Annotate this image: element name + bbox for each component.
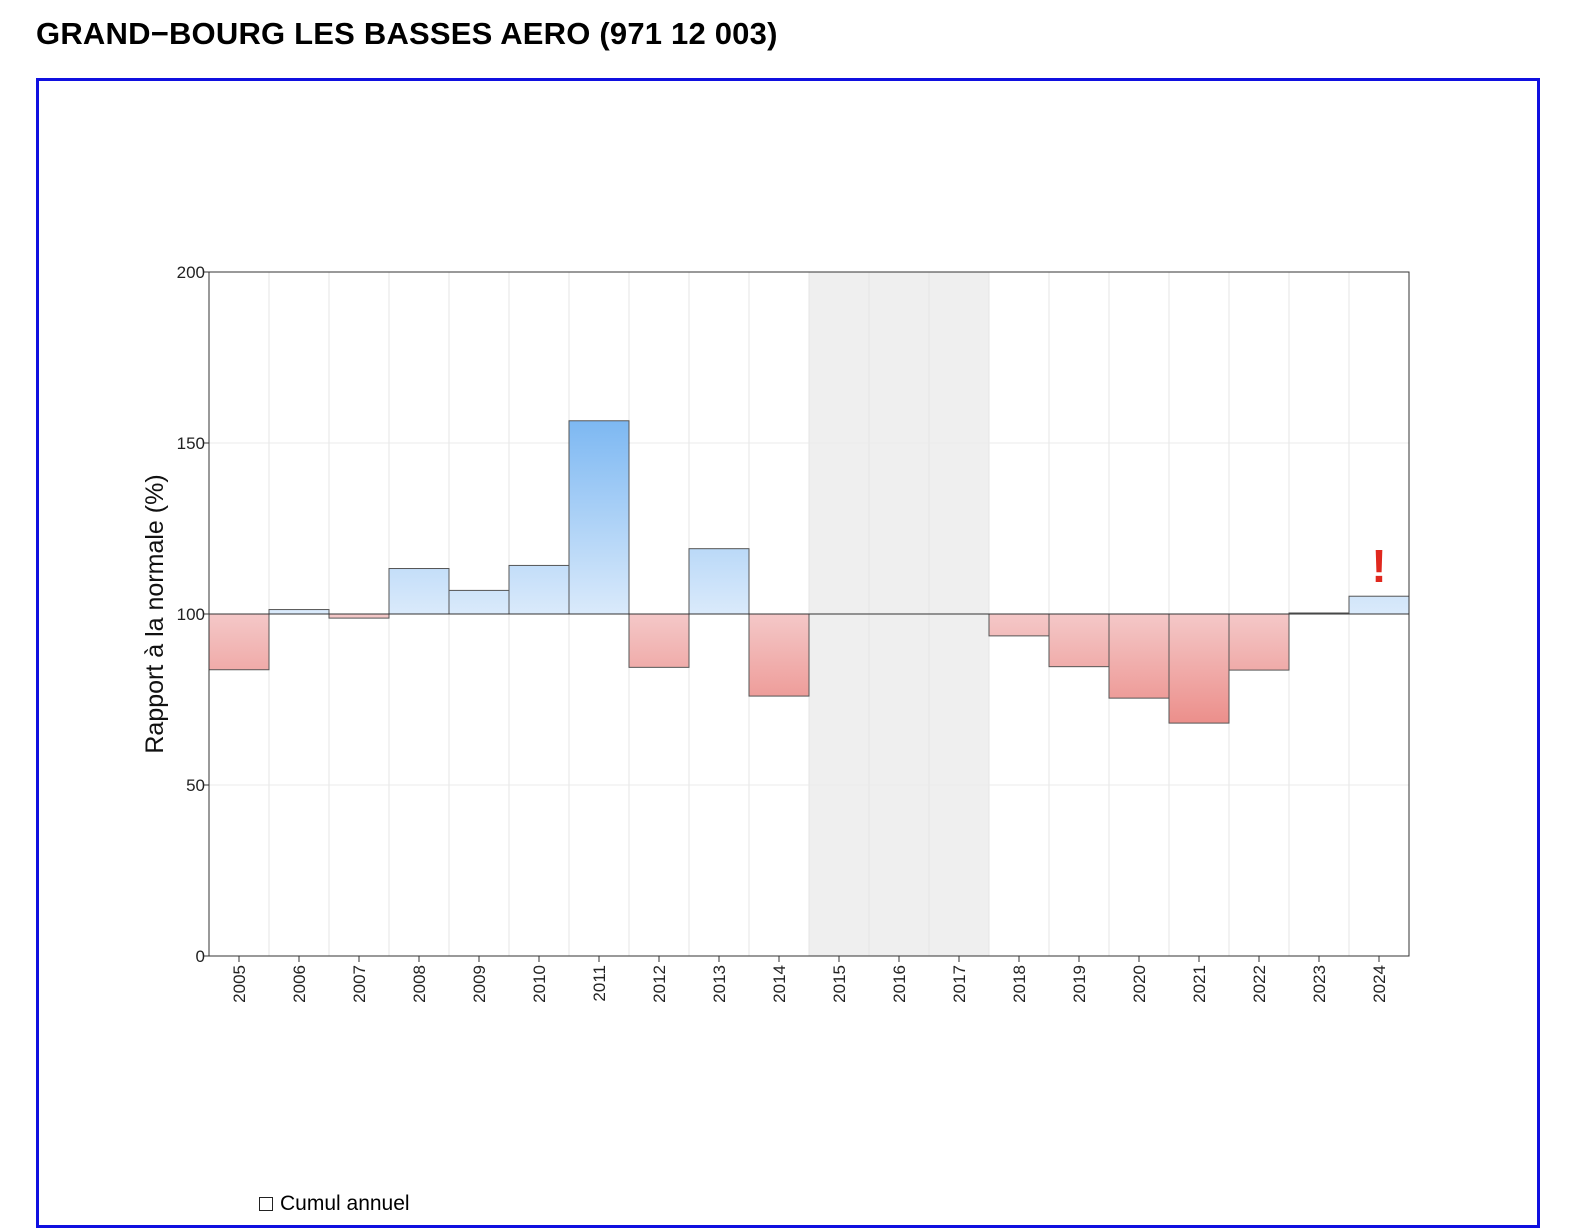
bar-2009 (448, 589, 510, 615)
bar-2014 (748, 613, 810, 697)
y-axis-title: Rapport à la normale (%) (141, 474, 169, 753)
bar-2008 (388, 568, 450, 615)
x-tick-label-2006: 2006 (290, 965, 309, 1003)
bar-2021 (1168, 613, 1230, 724)
y-tick-label-0: 0 (196, 947, 205, 966)
x-tick-label-2018: 2018 (1010, 965, 1029, 1003)
bar-2024 (1348, 595, 1410, 615)
x-tick-label-2013: 2013 (710, 965, 729, 1003)
bar-2011 (568, 420, 630, 615)
chart-panel: 0 50 100 150 200 2005 2006 2007 2008 2009 2010 2011… (36, 78, 1540, 1228)
bar-2012 (628, 613, 690, 668)
x-tick-label-2014: 2014 (770, 965, 789, 1003)
bar-2022 (1228, 613, 1290, 671)
bar-2013 (688, 548, 750, 615)
x-tick-label-2016: 2016 (890, 965, 909, 1003)
bar-chart: 0 50 100 150 200 2005 2006 2007 2008 2009 2010 2011… (141, 263, 1410, 1003)
x-tick-label-2007: 2007 (350, 965, 369, 1003)
x-tick-label-2008: 2008 (410, 965, 429, 1003)
bar-2019 (1048, 613, 1110, 668)
y-tick-label-100: 100 (177, 605, 205, 624)
x-tick-label-2017: 2017 (950, 965, 969, 1003)
y-tick-label-50: 50 (186, 776, 205, 795)
x-tick-label-2010: 2010 (530, 965, 549, 1003)
cumul-annuel-label: Cumul annuel (280, 1192, 410, 1215)
x-tick-label-2020: 2020 (1130, 965, 1149, 1003)
y-tick-label-200: 200 (177, 263, 205, 282)
x-tick-label-2021: 2021 (1190, 965, 1209, 1003)
x-tick-label-2012: 2012 (650, 965, 669, 1003)
warning-flag-2024: ! (1371, 540, 1386, 592)
x-tick-label-2022: 2022 (1250, 965, 1269, 1003)
page-title: GRAND−BOURG LES BASSES AERO (971 12 003) (36, 16, 778, 51)
bar-2005 (208, 613, 270, 671)
bar-2010 (508, 564, 570, 615)
legend: Cumul annuel (259, 1192, 410, 1216)
bar-2020 (1108, 613, 1170, 699)
x-tick-label-2009: 2009 (470, 965, 489, 1003)
bar-2006 (268, 609, 330, 615)
x-tick-label-2019: 2019 (1070, 965, 1089, 1003)
x-tick-label-2023: 2023 (1310, 965, 1329, 1003)
x-tick-label-2011: 2011 (590, 965, 609, 1002)
cumul-annuel-checkbox[interactable] (259, 1197, 273, 1211)
x-tick-label-2015: 2015 (830, 965, 849, 1003)
bar-2007 (328, 613, 390, 619)
x-tick-label-2024: 2024 (1370, 965, 1389, 1003)
y-tick-label-150: 150 (177, 434, 205, 453)
x-tick-label-2005: 2005 (230, 965, 249, 1003)
bar-2018 (988, 613, 1050, 637)
